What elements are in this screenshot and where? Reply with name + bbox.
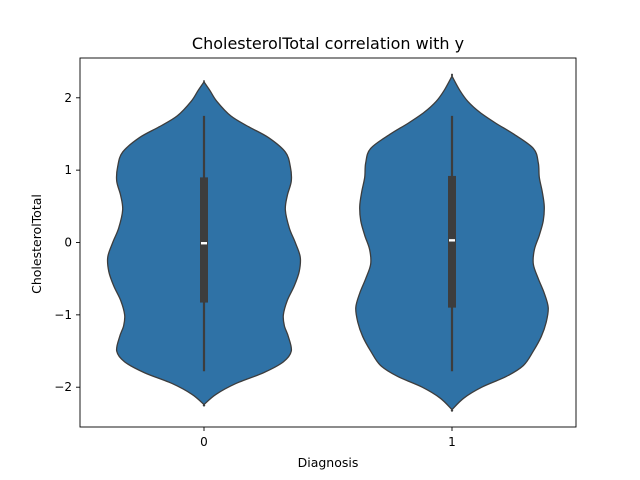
y-tick-label: −2 [54,380,72,394]
chart-title: CholesterolTotal correlation with y [192,34,464,53]
y-tick-label: −1 [54,308,72,322]
median-marker-0 [201,242,207,245]
x-tick-label: 1 [448,435,456,449]
median-marker-1 [449,239,455,242]
x-axis-label: Diagnosis [298,455,359,470]
y-tick-label: 1 [64,163,72,177]
y-tick-label: 2 [64,91,72,105]
plot-frame [79,57,577,428]
y-tick-label: 0 [64,236,72,250]
iqr-box-0 [200,177,208,303]
y-axis-label: CholesterolTotal [29,194,44,294]
x-tick-label: 0 [200,435,208,449]
plot-area [106,73,549,412]
iqr-box-1 [448,175,456,308]
